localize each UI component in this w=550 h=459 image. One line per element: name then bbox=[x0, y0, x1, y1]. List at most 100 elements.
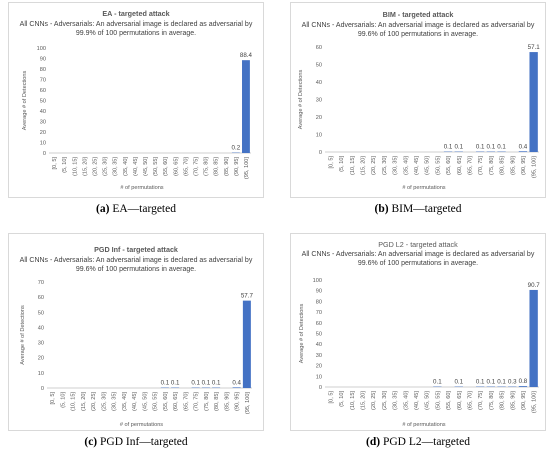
bar bbox=[242, 300, 251, 388]
y-tick-label: 10 bbox=[40, 141, 46, 147]
y-tick-label: 70 bbox=[40, 78, 46, 84]
data-label: 0.1 bbox=[476, 144, 485, 151]
x-tick-label: (70, 75] bbox=[194, 392, 200, 411]
x-tick-label: (40, 45] bbox=[132, 392, 138, 411]
caption-a: (a) EA—targeted bbox=[8, 203, 264, 215]
y-tick-label: 60 bbox=[316, 45, 322, 51]
chart-title: PGD Inf - targeted attack bbox=[94, 245, 178, 254]
y-tick-label: 40 bbox=[40, 109, 46, 115]
y-tick-label: 10 bbox=[316, 374, 322, 380]
x-tick-label: (50, 55] bbox=[153, 157, 159, 176]
x-tick-label: (30, 35] bbox=[393, 391, 399, 410]
x-tick-label: (45, 50] bbox=[425, 391, 431, 410]
y-tick-label: 40 bbox=[316, 342, 322, 348]
chart-panel-pgd-l2: PGD L2 - targeted attack All CNNs - Adve… bbox=[290, 233, 546, 431]
x-tick-label: [0, 5] bbox=[52, 157, 58, 170]
x-tick-label: (80, 85] bbox=[500, 156, 506, 175]
bar bbox=[518, 151, 528, 152]
x-tick-label: (90, 95] bbox=[235, 392, 241, 411]
y-tick-label: 60 bbox=[38, 295, 44, 301]
chart-svg: 0 10 20 30 40 50 60 [0, 5] (5, 10] (10, 15] (15, 2… bbox=[298, 44, 540, 191]
x-tick-label: (95, 100] bbox=[244, 157, 250, 180]
data-label: 0.1 bbox=[497, 144, 506, 151]
x-tick-label: (95, 100] bbox=[245, 392, 251, 415]
y-tick-label: 50 bbox=[40, 99, 46, 105]
x-tick-label: (90, 95] bbox=[521, 156, 527, 175]
chart-svg: 0 10 20 30 40 50 60 70 80 90 100 [0, 5] (5, 10] (10, … bbox=[299, 278, 540, 428]
x-tick-label: (80, 85] bbox=[214, 392, 220, 411]
x-tick-label: (45, 50] bbox=[143, 157, 149, 176]
y-tick-label: 100 bbox=[313, 278, 322, 284]
x-tick-label: (35, 40] bbox=[403, 391, 409, 410]
x-tick-label: (55, 60] bbox=[163, 157, 169, 176]
y-tick-label: 50 bbox=[316, 332, 322, 338]
x-tick-label: (40, 45] bbox=[133, 157, 139, 176]
y-tick-label: 70 bbox=[316, 310, 322, 316]
x-tick-label: (10, 15] bbox=[72, 157, 78, 176]
bar bbox=[232, 387, 241, 388]
y-tick-label: 10 bbox=[38, 371, 44, 377]
x-tick-label: (50, 55] bbox=[435, 156, 441, 175]
x-tick-label: (40, 45] bbox=[414, 391, 420, 410]
x-tick-label: (70, 75] bbox=[478, 156, 484, 175]
data-label: 0.4 bbox=[519, 143, 528, 150]
y-tick-label: 30 bbox=[38, 341, 44, 347]
data-label: 0.1 bbox=[171, 380, 180, 387]
y-tick-label: 0 bbox=[319, 150, 322, 156]
x-tick-label: (5, 10] bbox=[62, 157, 68, 173]
x-tick-label: [0, 5] bbox=[50, 392, 56, 405]
x-tick-label: (15, 20] bbox=[360, 156, 366, 175]
y-tick-label: 20 bbox=[316, 115, 322, 121]
x-tick-label: (75, 80] bbox=[489, 156, 495, 175]
y-tick-label: 30 bbox=[316, 353, 322, 359]
x-tick-label: (60, 65] bbox=[173, 392, 179, 411]
x-tick-label: (85, 90] bbox=[510, 391, 516, 410]
x-tick-label: (25, 30] bbox=[103, 157, 109, 176]
x-tick-label: (65, 70] bbox=[183, 392, 189, 411]
x-tick-label: (5, 10] bbox=[339, 156, 345, 172]
chart-title: EA - targeted attack bbox=[102, 9, 170, 18]
y-tick-label: 30 bbox=[40, 120, 46, 126]
caption-letter: (c) bbox=[84, 436, 98, 448]
data-label: 0.1 bbox=[202, 380, 211, 387]
x-tick-label: (50, 55] bbox=[153, 392, 159, 411]
data-label: 0.3 bbox=[508, 379, 517, 386]
x-tick-label: (25, 30] bbox=[101, 392, 107, 411]
data-label: 0.1 bbox=[487, 379, 496, 386]
x-tick-label: (35, 40] bbox=[403, 156, 409, 175]
x-tick-label: (15, 20] bbox=[81, 392, 87, 411]
data-label: 0.1 bbox=[497, 379, 506, 386]
x-tick-label: (10, 15] bbox=[350, 391, 356, 410]
x-tick-label: (80, 85] bbox=[214, 157, 220, 176]
caption-text: PGD Inf—targeted bbox=[100, 436, 188, 448]
x-tick-label: (25, 30] bbox=[382, 391, 388, 410]
x-tick-label: (10, 15] bbox=[71, 392, 77, 411]
x-tick-label: (55, 60] bbox=[163, 392, 169, 411]
chart-panel-ea: EA - targeted attack All CNNs - Adversar… bbox=[8, 2, 264, 198]
x-tick-label: (90, 95] bbox=[234, 157, 240, 176]
x-tick-label: (40, 45] bbox=[414, 156, 420, 175]
data-label: 0.4 bbox=[232, 379, 241, 386]
x-tick-label: (85, 90] bbox=[224, 157, 230, 176]
caption-c: (c) PGD Inf—targeted bbox=[8, 436, 264, 448]
y-tick-label: 40 bbox=[316, 80, 322, 86]
caption-d: (d) PGD L2—targeted bbox=[290, 436, 546, 448]
x-tick-label: (20, 25] bbox=[371, 156, 377, 175]
y-tick-label: 30 bbox=[316, 98, 322, 104]
y-tick-label: 80 bbox=[316, 299, 322, 305]
x-tick-label: (50, 55] bbox=[435, 391, 441, 410]
y-tick-label: 40 bbox=[38, 325, 44, 331]
y-tick-label: 80 bbox=[40, 67, 46, 73]
x-tick-label: (30, 35] bbox=[393, 156, 399, 175]
x-tick-label: (85, 90] bbox=[224, 392, 230, 411]
x-tick-label: (75, 80] bbox=[204, 392, 210, 411]
y-axis-label: Average # of Detections bbox=[20, 305, 26, 365]
caption-text: PGD L2—targeted bbox=[382, 436, 470, 448]
x-tick-label: (75, 80] bbox=[204, 157, 210, 176]
data-label: 88.4 bbox=[240, 52, 253, 59]
chart-panel-pgd-inf: PGD Inf - targeted attack All CNNs - Adv… bbox=[8, 233, 264, 431]
y-axis-label: Average # of Detections bbox=[22, 71, 28, 131]
chart-svg: 0 10 20 30 40 50 60 70 [0, 5] (5, 10] (10, 15] (15,… bbox=[20, 280, 253, 428]
x-axis-label: # of permutations bbox=[402, 185, 445, 191]
caption-letter: (a) bbox=[96, 203, 110, 215]
